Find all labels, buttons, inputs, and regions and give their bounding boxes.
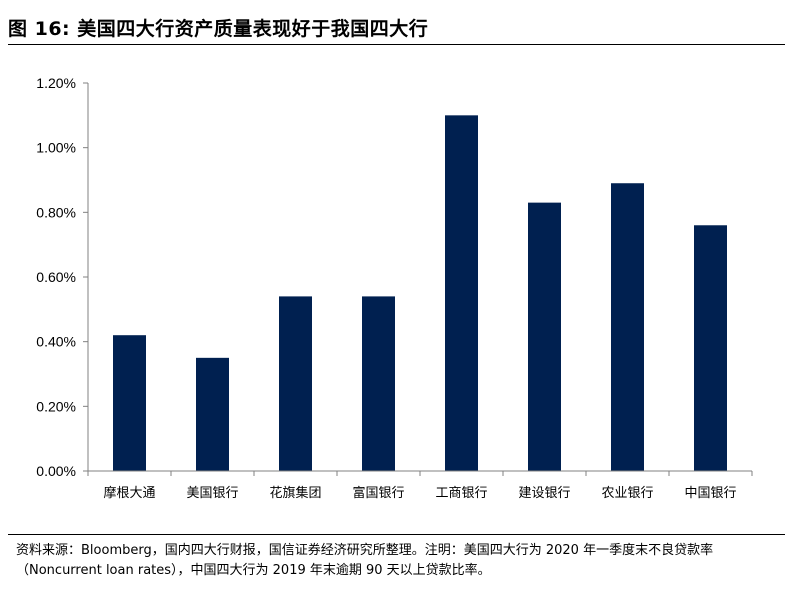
bar [445,115,478,472]
bars [113,115,727,472]
title-divider [8,44,785,45]
y-tick-label: 0.80% [36,204,76,220]
figure-title: 图 16: 美国四大行资产质量表现好于我国四大行 [8,18,429,40]
y-tick-label: 0.00% [36,463,76,479]
x-category-label: 工商银行 [435,486,487,501]
bar [196,357,229,471]
bar [528,202,561,471]
y-tick-label: 1.20% [36,75,76,91]
bar [694,225,727,471]
x-category-label: 富国银行 [352,485,404,501]
y-tick-label: 0.60% [36,269,76,285]
bar [113,335,146,471]
y-tick-label: 1.00% [36,140,76,156]
x-axis: 摩根大通 美国银行 花旗集团 富国银行 工商银行 建设银行 农业银行 中国银行 [87,470,753,501]
bar [279,296,312,471]
x-category-label: 中国银行 [684,486,736,501]
x-category-label: 花旗集团 [269,485,321,501]
source-note: 资料来源：Bloomberg，国内四大行财报，国信证券经济研究所整理。注明：美国… [16,543,714,578]
x-category-label: 建设银行 [518,486,570,501]
bar [362,296,395,471]
x-category-label: 农业银行 [601,486,653,501]
y-axis: 0.00% 0.20% 0.40% 0.60% 0.80% 1.00% 1.20% [36,75,89,479]
bar [611,183,644,471]
footer-divider [8,534,785,535]
x-category-label: 摩根大通 [103,485,155,501]
y-tick-label: 0.40% [36,334,76,350]
bar-chart: 0.00% 0.20% 0.40% 0.60% 0.80% 1.00% 1.20% 摩根大通… [36,75,753,501]
x-category-label: 美国银行 [186,486,238,501]
y-tick-label: 0.20% [36,398,76,414]
